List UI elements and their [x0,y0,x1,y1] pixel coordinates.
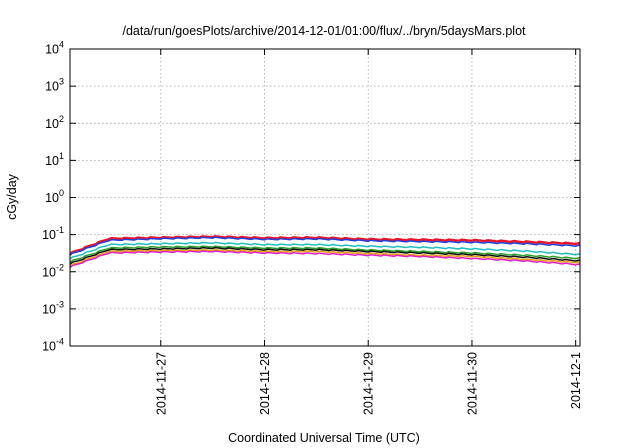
y-tick-exponent: -2 [56,262,64,272]
y-tick-exponent: 0 [59,188,64,198]
y-tick-exponent: 3 [59,77,64,87]
x-tick-label: 2014-11-27 [154,352,168,415]
y-tick-label: 10-3 [42,299,64,316]
y-tick-exponent: 2 [59,114,64,124]
y-tick-base: 10 [42,302,56,316]
x-tick-label: 2014-11-28 [258,352,272,415]
series-line [69,250,581,269]
x-tick-label: 2014-11-29 [362,352,376,415]
y-tick-exponent: 4 [59,40,64,50]
series-line [69,241,581,260]
y-tick-label: 10-4 [42,337,64,354]
y-tick-base: 10 [45,117,59,131]
y-axis-label: cGy/day [5,173,19,220]
x-tick-labels: 2014-11-27 2014-11-28 2014-11-29 2014-11-30… [154,352,583,415]
ticks [70,48,580,347]
x-tick-label: 2014-12-1 [569,352,583,409]
y-tick-label: 102 [45,114,64,131]
x-axis-label: Coordinated Universal Time (UTC) [228,431,420,445]
y-tick-label: 103 [45,77,64,94]
y-tick-base: 10 [45,154,59,168]
series-line [69,246,581,265]
x-tick-label: 2014-11-30 [465,352,479,415]
y-tick-label: 101 [45,151,64,168]
series-line [69,236,581,256]
y-tick-base: 10 [45,191,59,205]
y-tick-label: 10-1 [42,225,64,242]
y-tick-base: 10 [42,228,56,242]
y-tick-base: 10 [45,43,59,57]
y-tick-exponent: -4 [56,337,64,347]
y-tick-exponent: 1 [59,151,64,161]
y-tick-base: 10 [42,340,56,354]
y-tick-label: 10-2 [42,262,64,279]
series-line [69,245,581,263]
y-tick-exponent: -3 [56,299,64,309]
grid [70,49,580,346]
y-tick-exponent: -1 [56,225,64,235]
chart-title: /data/run/goesPlots/archive/2014-12-01/0… [122,24,526,38]
y-tick-base: 10 [42,265,56,279]
y-tick-base: 10 [45,80,59,94]
y-tick-label: 104 [45,40,64,57]
series-line [69,235,581,255]
y-tick-label: 100 [45,188,64,205]
series-line [69,248,581,267]
series-layer [69,235,581,269]
